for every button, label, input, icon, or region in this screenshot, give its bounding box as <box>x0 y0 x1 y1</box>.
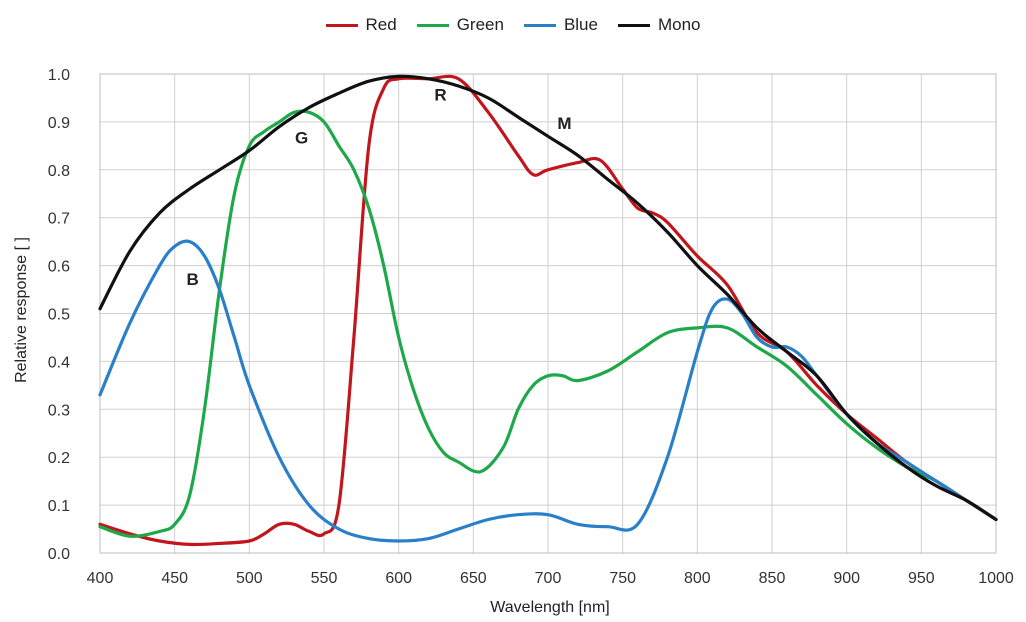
y-tick-labels: 0.0 0.1 0.2 0.3 0.4 0.5 0.6 0.7 0.8 0.9 1.0 <box>48 67 70 563</box>
x-tick-label: 800 <box>684 570 711 587</box>
series-line-green <box>98 109 998 538</box>
x-tick-label: 650 <box>460 570 487 587</box>
grid <box>99 73 997 554</box>
series-line-mono <box>98 74 998 522</box>
x-tick-label: 550 <box>311 570 338 587</box>
x-tick-label: 500 <box>236 570 263 587</box>
x-tick-label: 850 <box>759 570 786 587</box>
legend-swatch <box>325 23 358 27</box>
y-tick-label: 0.2 <box>48 450 70 467</box>
legend-label: Mono <box>657 15 701 34</box>
curve-annotation: M <box>557 114 571 133</box>
x-tick-label: 600 <box>385 570 412 587</box>
plot-frame <box>99 73 997 554</box>
x-tick-label: 900 <box>833 570 860 587</box>
legend-item-red: Red <box>325 15 397 35</box>
y-tick-label: 0.6 <box>48 259 70 276</box>
y-tick-label: 0.1 <box>48 498 70 515</box>
x-tick-labels: 400 450 500 550 600 650 700 750 800 850 900 950 1000 <box>87 570 1014 587</box>
legend-label: Red <box>365 15 397 34</box>
annotations: R G B M <box>186 85 571 288</box>
legend-swatch <box>416 23 449 27</box>
legend-item-blue: Blue <box>523 15 598 35</box>
y-tick-label: 1.0 <box>48 67 70 84</box>
x-axis-label: Wavelength [nm] <box>490 599 609 616</box>
curve-annotation: B <box>186 270 198 289</box>
series-group <box>98 74 998 547</box>
y-tick-label: 0.3 <box>48 402 70 419</box>
legend-label: Blue <box>563 15 598 34</box>
series-line-red <box>98 74 998 547</box>
x-tick-label: 1000 <box>978 570 1014 587</box>
x-tick-label: 400 <box>87 570 114 587</box>
legend-swatch <box>523 23 556 27</box>
curve-annotation: G <box>295 128 308 147</box>
x-tick-label: 950 <box>908 570 935 587</box>
y-tick-label: 0.0 <box>48 546 70 563</box>
legend: Red Green Blue Mono <box>0 14 1026 36</box>
y-tick-label: 0.8 <box>48 163 70 180</box>
y-axis-label: Relative response [ ] <box>13 237 30 383</box>
legend-swatch <box>617 23 650 27</box>
x-tick-label: 450 <box>161 570 188 587</box>
y-tick-label: 0.9 <box>48 115 70 132</box>
x-tick-label: 700 <box>535 570 562 587</box>
y-tick-label: 0.4 <box>48 354 70 371</box>
legend-item-green: Green <box>416 15 504 35</box>
legend-item-mono: Mono <box>617 15 701 35</box>
curve-annotation: R <box>434 85 446 104</box>
y-tick-label: 0.7 <box>48 211 70 228</box>
legend-label: Green <box>456 15 504 34</box>
x-tick-label: 750 <box>609 570 636 587</box>
y-tick-label: 0.5 <box>48 307 70 324</box>
